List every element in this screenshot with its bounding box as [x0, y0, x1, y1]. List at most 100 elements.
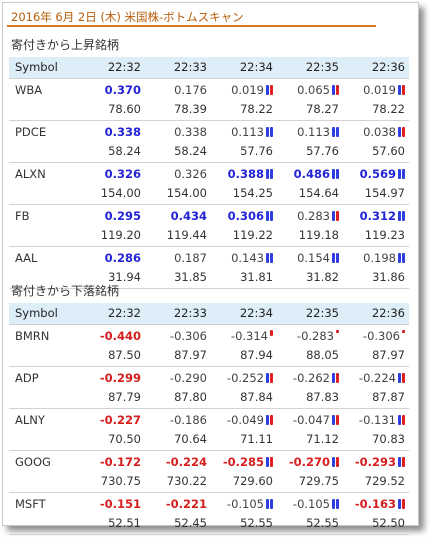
blue-bar-icon	[402, 252, 405, 263]
rate-value: 0.326	[174, 166, 207, 181]
rate-value: -0.270	[288, 454, 330, 469]
rate-value: -0.221	[165, 496, 207, 511]
blue-bar-icon	[398, 168, 401, 179]
rate-value: 0.187	[174, 250, 207, 265]
rate-cell: -0.151	[79, 492, 145, 513]
price-cell: 87.97	[343, 345, 409, 367]
rate-value: -0.049	[226, 412, 264, 427]
empty-cell	[9, 267, 79, 289]
table-row: FB 0.295 0.434 0.306 0.283 0.312	[9, 204, 409, 225]
rate-cell: 0.113	[211, 120, 277, 141]
rate-value: -0.440	[99, 328, 141, 343]
red-bar-icon	[402, 456, 405, 467]
trend-marker-icon	[331, 456, 339, 467]
col-header-time: 22:35	[277, 57, 343, 79]
trend-marker-icon	[331, 498, 339, 509]
price-cell: 119.44	[145, 225, 211, 247]
blue-bar-icon	[398, 414, 401, 425]
blue-bar-icon	[332, 414, 335, 425]
blue-bar-icon	[398, 126, 401, 137]
empty-cell	[9, 225, 79, 247]
trend-marker-icon	[397, 84, 405, 95]
price-cell: 119.23	[343, 225, 409, 247]
table-row: PDCE 0.338 0.338 0.113 0.113 0.038	[9, 120, 409, 141]
table-row: AAL 0.286 0.187 0.143 0.154 0.198	[9, 246, 409, 267]
table-row: 87.50 87.97 87.94 88.05 87.97	[9, 345, 409, 367]
rate-cell: -0.262	[277, 366, 343, 387]
title-underline	[7, 25, 376, 27]
price-cell: 87.94	[211, 345, 277, 367]
rate-cell: 0.019	[211, 78, 277, 99]
rate-value: -0.227	[99, 412, 141, 427]
blue-bar-icon	[336, 252, 339, 263]
trend-marker-icon	[265, 372, 273, 383]
rate-value: -0.131	[358, 412, 396, 427]
table-row: ADP -0.299 -0.290 -0.252 -0.262 -0.224	[9, 366, 409, 387]
price-cell: 71.11	[211, 429, 277, 451]
red-bar-icon	[336, 456, 339, 467]
red-bar-icon	[336, 210, 339, 221]
symbol-cell: ADP	[15, 370, 39, 385]
rate-value: -0.314	[230, 328, 268, 343]
col-header-time: 22:33	[145, 303, 211, 325]
rate-cell: 0.338	[145, 120, 211, 141]
col-header-time: 22:33	[145, 57, 211, 79]
price-cell: 70.64	[145, 429, 211, 451]
rate-value: -0.306	[362, 328, 400, 343]
blue-bar-icon	[270, 252, 273, 263]
trend-marker-icon	[331, 252, 339, 263]
rate-value: -0.283	[296, 328, 334, 343]
red-bar-icon	[402, 414, 405, 425]
blue-bar-icon	[332, 456, 335, 467]
blue-bar-icon	[266, 498, 269, 509]
symbol-cell: GOOG	[15, 454, 51, 469]
losers-table: Symbol 22:32 22:33 22:34 22:35 22:36 BMR…	[9, 303, 409, 535]
price-cell: 87.80	[145, 387, 211, 409]
price-cell: 58.24	[145, 141, 211, 163]
rate-cell: -0.270	[277, 450, 343, 471]
red-bar-icon	[402, 372, 405, 383]
blue-bar-icon	[332, 168, 335, 179]
rate-value: 0.019	[363, 82, 396, 97]
rate-value: -0.186	[169, 412, 207, 427]
red-bar-icon	[402, 84, 405, 95]
price-cell: 87.50	[79, 345, 145, 367]
rate-value: -0.047	[292, 412, 330, 427]
rate-cell: 0.434	[145, 204, 211, 225]
trend-marker-icon	[397, 252, 405, 263]
blue-bar-icon	[266, 84, 269, 95]
col-header-time: 22:32	[79, 57, 145, 79]
rate-cell: -0.252	[211, 366, 277, 387]
trend-marker-icon	[265, 168, 273, 179]
blue-bar-icon	[402, 210, 405, 221]
rate-value: 0.113	[297, 124, 330, 139]
rate-cell: -0.306	[343, 324, 409, 345]
red-bar-icon	[402, 126, 405, 137]
symbol-cell: FB	[15, 208, 30, 223]
red-bar-icon	[270, 372, 273, 383]
empty-cell	[9, 345, 79, 367]
rate-value: 0.143	[231, 250, 264, 265]
rate-value: 0.486	[293, 166, 330, 181]
rate-value: 0.019	[231, 82, 264, 97]
blue-bar-icon	[266, 372, 269, 383]
blue-bar-icon	[270, 168, 273, 179]
red-bar-icon	[270, 84, 273, 95]
rate-cell: 0.198	[343, 246, 409, 267]
empty-cell	[9, 429, 79, 451]
rate-value: 0.286	[104, 250, 141, 265]
rate-value: -0.285	[222, 454, 264, 469]
price-cell: 78.39	[145, 99, 211, 121]
blue-bar-icon	[336, 498, 339, 509]
price-cell: 87.84	[211, 387, 277, 409]
price-cell: 119.20	[79, 225, 145, 247]
price-cell: 78.60	[79, 99, 145, 121]
rate-cell: 0.388	[211, 162, 277, 183]
blue-bar-icon	[266, 168, 269, 179]
rate-cell: -0.172	[79, 450, 145, 471]
trend-marker-icon	[265, 498, 273, 509]
trend-marker-icon	[397, 126, 405, 137]
rate-value: 0.283	[297, 208, 330, 223]
price-cell: 52.55	[211, 513, 277, 535]
price-cell: 57.76	[211, 141, 277, 163]
